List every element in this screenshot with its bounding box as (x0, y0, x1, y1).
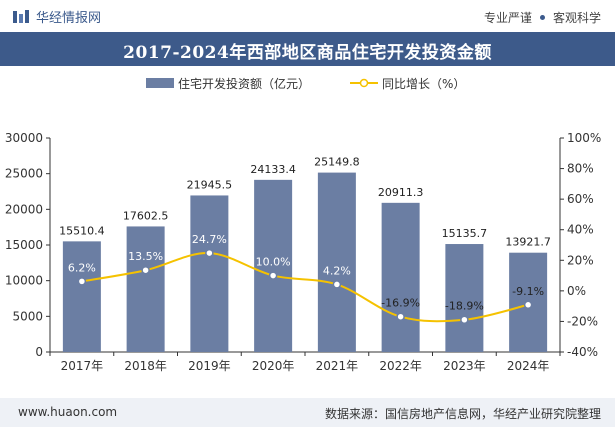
growth-point (332, 280, 342, 289)
y-right-tick-label: 0% (567, 284, 586, 298)
bar-value-label: 25149.8 (314, 156, 360, 169)
y-right-tick-label: -20% (567, 314, 598, 328)
y-right-tick-label: 40% (567, 223, 594, 237)
growth-point (205, 248, 214, 258)
tagline-left: 专业严谨 (483, 11, 532, 25)
brand-logo-icon (13, 9, 29, 23)
legend: 住宅开发投资额（亿元） 同比增长（%） (146, 76, 465, 91)
legend-line-marker (359, 78, 369, 88)
growth-value-label: -9.1% (512, 285, 544, 298)
growth-point (460, 315, 469, 324)
bar (190, 195, 229, 352)
bar-value-label: 24133.4 (250, 163, 296, 176)
growth-point (396, 312, 405, 321)
y-left-tick-label: 30000 (5, 131, 43, 145)
legend-bar-swatch (146, 78, 174, 88)
growth-value-label: -16.9% (381, 297, 420, 310)
y-left-tick-label: 10000 (5, 274, 43, 288)
tagline-dot-icon (539, 15, 545, 20)
y-left-tick-label: 20000 (5, 202, 43, 216)
bar (445, 244, 484, 352)
bar (62, 241, 101, 352)
y-left-tick-label: 0 (35, 345, 43, 359)
growth-point (268, 271, 278, 280)
y-right-tick-label: 80% (567, 162, 594, 176)
x-tick-label: 2020年 (252, 359, 295, 373)
chart: 住宅开发投资额（亿元） 同比增长（%） 0 5000 10000 15000 20000… (5, 76, 602, 373)
bar (317, 172, 356, 352)
growth-point (141, 265, 150, 275)
y-right-tick-label: 20% (567, 253, 594, 267)
y-left-tick-label: 5000 (12, 309, 43, 323)
growth-value-label: 4.2% (323, 264, 351, 277)
x-tick-label: 2023年 (443, 359, 486, 373)
site-url: www.huaon.com (18, 405, 118, 419)
y-left-tick-label: 25000 (5, 167, 43, 181)
bar-value-label: 21945.5 (187, 178, 233, 191)
growth-point (77, 277, 87, 286)
y-left-tick-label: 15000 (5, 238, 43, 252)
bar-value-label: 15135.7 (442, 227, 488, 240)
y-right-tick-label: 100% (567, 131, 601, 145)
growth-value-label: 6.2% (68, 261, 96, 274)
bar-value-label: 20911.3 (378, 186, 424, 199)
tagline: 专业严谨 客观科学 (484, 9, 601, 26)
y-right-tick-label: 60% (567, 192, 594, 206)
bar (126, 226, 165, 352)
data-labels: 15510.4 17602.5 21945.5 24133.4 25149.8 20911… (59, 156, 551, 313)
x-tick-label: 2022年 (379, 359, 422, 373)
top-bar: 华经情报网 专业严谨 客观科学 (0, 0, 615, 32)
brand-name: 华经情报网 (36, 11, 102, 26)
growth-line-path (81, 252, 529, 323)
x-tick-label: 2024年 (507, 359, 550, 373)
bar (254, 179, 293, 352)
growth-line (77, 248, 533, 324)
y-right-tick-label: -40% (567, 345, 598, 359)
bar-value-label: 17602.5 (123, 209, 169, 222)
title-bar: 2017-2024年西部地区商品住宅开发投资金额 (0, 32, 615, 66)
brand: 华经情报网 (12, 7, 101, 26)
bar (381, 202, 420, 352)
data-source: 数据来源：国信房地产信息网，华经产业研究院整理 (324, 407, 601, 421)
growth-value-label: 24.7% (192, 233, 227, 246)
growth-point (523, 300, 533, 310)
growth-value-label: 13.5% (128, 250, 163, 263)
x-tick-label: 2021年 (316, 359, 359, 373)
tagline-right: 客观科学 (552, 11, 601, 25)
axes: 0 5000 10000 15000 20000 25000 30000 -40% -20% 0%… (5, 131, 602, 373)
chart-title: 2017-2024年西部地区商品住宅开发投资金额 (123, 43, 492, 63)
growth-value-label: -18.9% (445, 300, 484, 313)
x-tick-label: 2019年 (188, 359, 231, 373)
bar-value-label: 13921.7 (505, 236, 551, 249)
growth-value-label: 10.0% (256, 256, 291, 269)
bar-value-label: 15510.4 (59, 224, 105, 237)
legend-bar-label: 住宅开发投资额（亿元） (178, 76, 310, 91)
x-tick-label: 2018年 (124, 359, 167, 373)
bottom-bar: www.huaon.com 数据来源：国信房地产信息网，华经产业研究院整理 (0, 398, 615, 427)
x-tick-label: 2017年 (61, 359, 104, 373)
legend-line-label: 同比增长（%） (382, 77, 465, 91)
